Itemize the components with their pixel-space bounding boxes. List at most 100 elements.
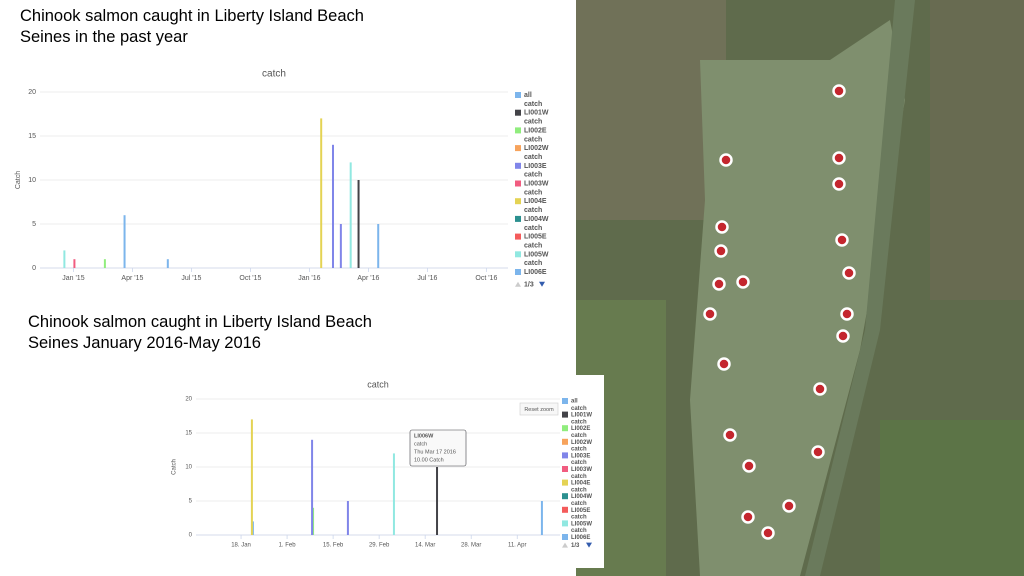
y-tick-label: 20 (185, 397, 192, 403)
x-tick-label: 18. Jan (231, 543, 251, 549)
y-tick-label: 5 (32, 221, 36, 228)
bar (103, 259, 106, 268)
y-axis-label: Catch (172, 459, 178, 475)
tooltip-line: catch (414, 441, 427, 447)
legend-swatch (562, 520, 568, 527)
x-tick-label: 15. Feb (323, 543, 344, 549)
x-tick-label: Oct '15 (239, 275, 261, 282)
legend-label: catch LI003W (571, 460, 592, 473)
bar (166, 259, 169, 268)
legend-swatch (515, 162, 521, 169)
legend-swatch (562, 493, 568, 500)
legend-label: catch LI003W (524, 171, 549, 187)
bar (357, 180, 360, 268)
tooltip-line: Thu Mar 17 2016 (414, 449, 456, 455)
legend-swatch (562, 425, 568, 432)
legend-swatch (562, 438, 568, 445)
legend-swatch (562, 466, 568, 472)
legend-swatch (562, 452, 568, 459)
bar (349, 162, 352, 268)
chart-title: catch (262, 69, 286, 80)
legend-label: catch LI005E (571, 501, 590, 514)
x-tick-label: 28. Mar (461, 543, 481, 549)
legend-swatch (515, 251, 521, 258)
legend-label: catch LI002E (524, 118, 547, 134)
heading: Chinook salmon caught in Liberty Island … (20, 7, 364, 46)
bar (250, 419, 253, 535)
legend-label: catch LI002W (524, 136, 549, 152)
bar (63, 250, 66, 268)
bar (331, 144, 334, 268)
legend-next[interactable] (539, 281, 545, 287)
bar (73, 259, 76, 268)
bar (339, 224, 342, 268)
legend-swatch (515, 145, 521, 152)
legend-label: catch LI002E (571, 419, 590, 432)
legend-swatch (515, 215, 521, 222)
legend-label: catch LI004W (571, 487, 592, 500)
legend-label: catch LI005W (571, 514, 592, 527)
y-tick-label: 0 (189, 533, 193, 539)
x-tick-label: 11. Apr (508, 543, 527, 549)
y-tick-label: 0 (32, 265, 36, 272)
legend-swatch (562, 479, 568, 486)
legend-label: catch LI004E (524, 189, 547, 205)
legend-label: all (571, 399, 578, 405)
bar (392, 453, 395, 535)
y-tick-label: 20 (28, 89, 36, 96)
x-tick-label: Jul '16 (417, 275, 437, 282)
y-tick-label: 15 (28, 133, 36, 140)
x-tick-label: 14. Mar (415, 543, 435, 549)
legend-label: catch LI006E (571, 528, 590, 541)
legend-page: 1/3 (524, 282, 534, 289)
x-tick-label: Jul '15 (181, 275, 201, 282)
y-tick-label: 10 (28, 177, 36, 184)
tooltip-line: 10.00 Catch (414, 457, 444, 463)
map (576, 0, 1024, 576)
tooltip-box (409, 429, 467, 467)
bar (123, 215, 126, 268)
legend-swatch (562, 398, 568, 404)
legend-label: catch LI005E (524, 225, 547, 241)
legend-label: catch LI005W (524, 242, 549, 258)
y-tick-label: 10 (185, 465, 192, 471)
tooltip-line: LI006W (414, 433, 434, 439)
legend-swatch (515, 233, 521, 240)
reset-zoom-label: Reset zoom (524, 407, 554, 413)
bar (377, 224, 380, 268)
legend-page: 1/3 (571, 543, 580, 549)
legend-swatch (515, 109, 521, 116)
bar (436, 467, 439, 535)
legend-label: catch LI003E (524, 154, 547, 170)
legend-swatch (515, 198, 521, 205)
legend-swatch (562, 534, 568, 540)
legend-label: all (524, 92, 532, 99)
legend-next[interactable] (586, 542, 592, 548)
x-tick-label: Apr '15 (121, 275, 143, 282)
y-axis-label: Catch (15, 171, 22, 189)
legend-swatch (515, 127, 521, 134)
bar (540, 501, 543, 535)
chart-title: catch (367, 379, 389, 389)
legend-label: catch LI004W (524, 207, 549, 223)
bar (320, 118, 323, 269)
legend-label: catch LI002W (571, 433, 592, 446)
legend-label: catch LI004E (571, 473, 590, 486)
legend-label: catch LI001W (571, 405, 592, 418)
x-tick-label: Jan '15 (62, 275, 84, 282)
reset-zoom-button[interactable] (519, 402, 559, 416)
legend-swatch (562, 411, 568, 418)
legend-prev (515, 281, 521, 287)
legend-swatch (515, 92, 521, 98)
legend-label: catch LI001W (524, 101, 549, 117)
legend-swatch (515, 269, 521, 275)
x-tick-label: 29. Feb (369, 543, 390, 549)
legend-swatch (515, 180, 521, 187)
legend-label: catch LI006E (524, 260, 547, 276)
x-tick-label: Oct '16 (475, 275, 497, 282)
legend-label: catch LI003E (571, 446, 590, 459)
y-tick-label: 5 (189, 499, 193, 505)
x-tick-label: Jan '16 (298, 275, 320, 282)
